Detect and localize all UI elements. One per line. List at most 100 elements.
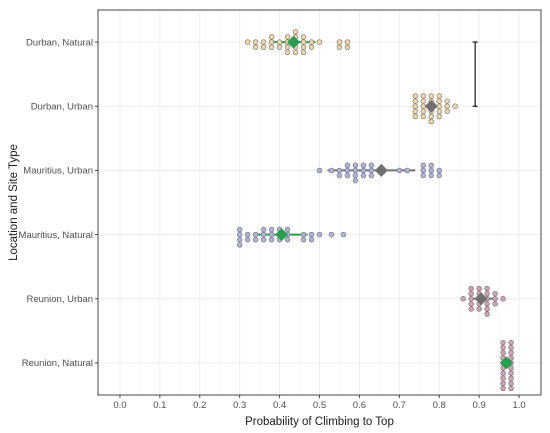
data-point: [476, 285, 482, 292]
x-tick-label: 0.0: [113, 400, 126, 411]
mean-marker: [287, 35, 301, 49]
y-tick-label: Mauritius, Urban: [23, 166, 93, 177]
data-point: [352, 167, 359, 174]
data-point: [420, 98, 426, 104]
data-point: [276, 44, 283, 50]
y-tick-label: Reunion, Urban: [26, 294, 93, 305]
data-point: [344, 39, 351, 45]
x-tick-label: 0.3: [233, 400, 246, 411]
data-point: [284, 226, 291, 233]
data-points: [236, 29, 514, 392]
data-point: [508, 350, 514, 356]
data-point: [396, 167, 403, 174]
data-point: [336, 172, 343, 179]
data-point: [492, 296, 498, 302]
x-tick-label: 0.1: [153, 400, 166, 411]
data-point: [444, 108, 450, 115]
y-tick-label: Reunion, Natural: [22, 358, 93, 369]
x-tick-label: 0.9: [473, 400, 486, 411]
grid-minor: [139, 10, 500, 395]
data-point: [344, 162, 351, 169]
x-tick-label: 0.6: [353, 400, 366, 411]
data-point: [328, 167, 335, 174]
data-point: [252, 231, 259, 238]
data-point: [420, 172, 426, 179]
data-point: [308, 231, 315, 238]
data-point: [484, 306, 490, 312]
data-point: [420, 167, 426, 174]
data-point: [428, 93, 434, 99]
data-point: [292, 29, 299, 35]
mean-markers: [275, 35, 513, 370]
x-tick-label: 0.2: [193, 400, 206, 411]
mean-marker: [474, 292, 488, 306]
data-point: [508, 375, 514, 381]
data-point: [252, 44, 259, 50]
y-tick-label: Durban, Urban: [31, 102, 93, 113]
data-point: [300, 34, 307, 40]
mean-marker: [499, 356, 513, 370]
y-axis-title: Location and Site Type: [8, 144, 20, 261]
data-point: [484, 301, 490, 307]
data-point: [500, 370, 506, 376]
data-point: [268, 44, 275, 50]
data-point: [436, 172, 442, 179]
data-point: [300, 236, 307, 243]
data-point: [352, 172, 359, 179]
data-point: [500, 375, 506, 381]
x-tick-label: 0.7: [393, 400, 406, 411]
data-point: [436, 167, 442, 174]
data-point: [368, 162, 375, 169]
data-point: [344, 167, 351, 174]
y-tick-label: Mauritius, Natural: [19, 230, 93, 241]
x-tick-label: 1.0: [512, 400, 525, 411]
data-point: [468, 301, 474, 307]
data-point: [236, 242, 243, 248]
data-point: [436, 108, 442, 115]
data-point: [236, 231, 243, 238]
y-axis: Durban, Natural Durban, Urban Mauritius, U…: [19, 37, 98, 369]
data-point: [236, 236, 243, 243]
data-point: [268, 236, 275, 243]
data-point: [420, 93, 426, 99]
data-point: [492, 301, 498, 307]
data-point: [260, 236, 267, 243]
data-point: [452, 103, 458, 109]
data-point: [444, 98, 450, 104]
data-point: [276, 39, 283, 45]
data-point: [444, 103, 450, 109]
data-point: [428, 172, 434, 179]
data-point: [500, 339, 506, 346]
data-point: [412, 98, 418, 104]
data-point: [300, 49, 307, 55]
data-point: [420, 113, 426, 120]
data-point: [468, 290, 474, 297]
x-tick-label: 0.4: [273, 400, 286, 411]
data-point: [484, 290, 490, 297]
data-point: [508, 355, 514, 361]
data-point: [252, 39, 259, 45]
data-point: [308, 44, 315, 50]
data-point: [244, 236, 251, 243]
data-point: [460, 296, 466, 302]
data-point: [508, 380, 514, 387]
data-point: [300, 44, 307, 50]
data-point: [260, 231, 267, 238]
data-point: [476, 306, 482, 312]
x-axis: 0.0 0.1 0.2 0.3 0.4 0.5 0.6 0.7 0.8 0.9 1.0: [113, 395, 526, 411]
data-point: [484, 311, 490, 317]
data-point: [368, 172, 375, 179]
data-point: [412, 113, 418, 120]
data-point: [292, 49, 299, 55]
data-point: [336, 44, 343, 50]
data-point: [360, 167, 367, 174]
data-point: [336, 167, 343, 174]
data-point: [344, 44, 351, 50]
data-point: [252, 236, 259, 243]
data-point: [260, 44, 267, 50]
annotations: [472, 41, 478, 107]
data-point: [508, 344, 514, 351]
data-point: [500, 385, 506, 392]
data-point: [268, 39, 275, 45]
